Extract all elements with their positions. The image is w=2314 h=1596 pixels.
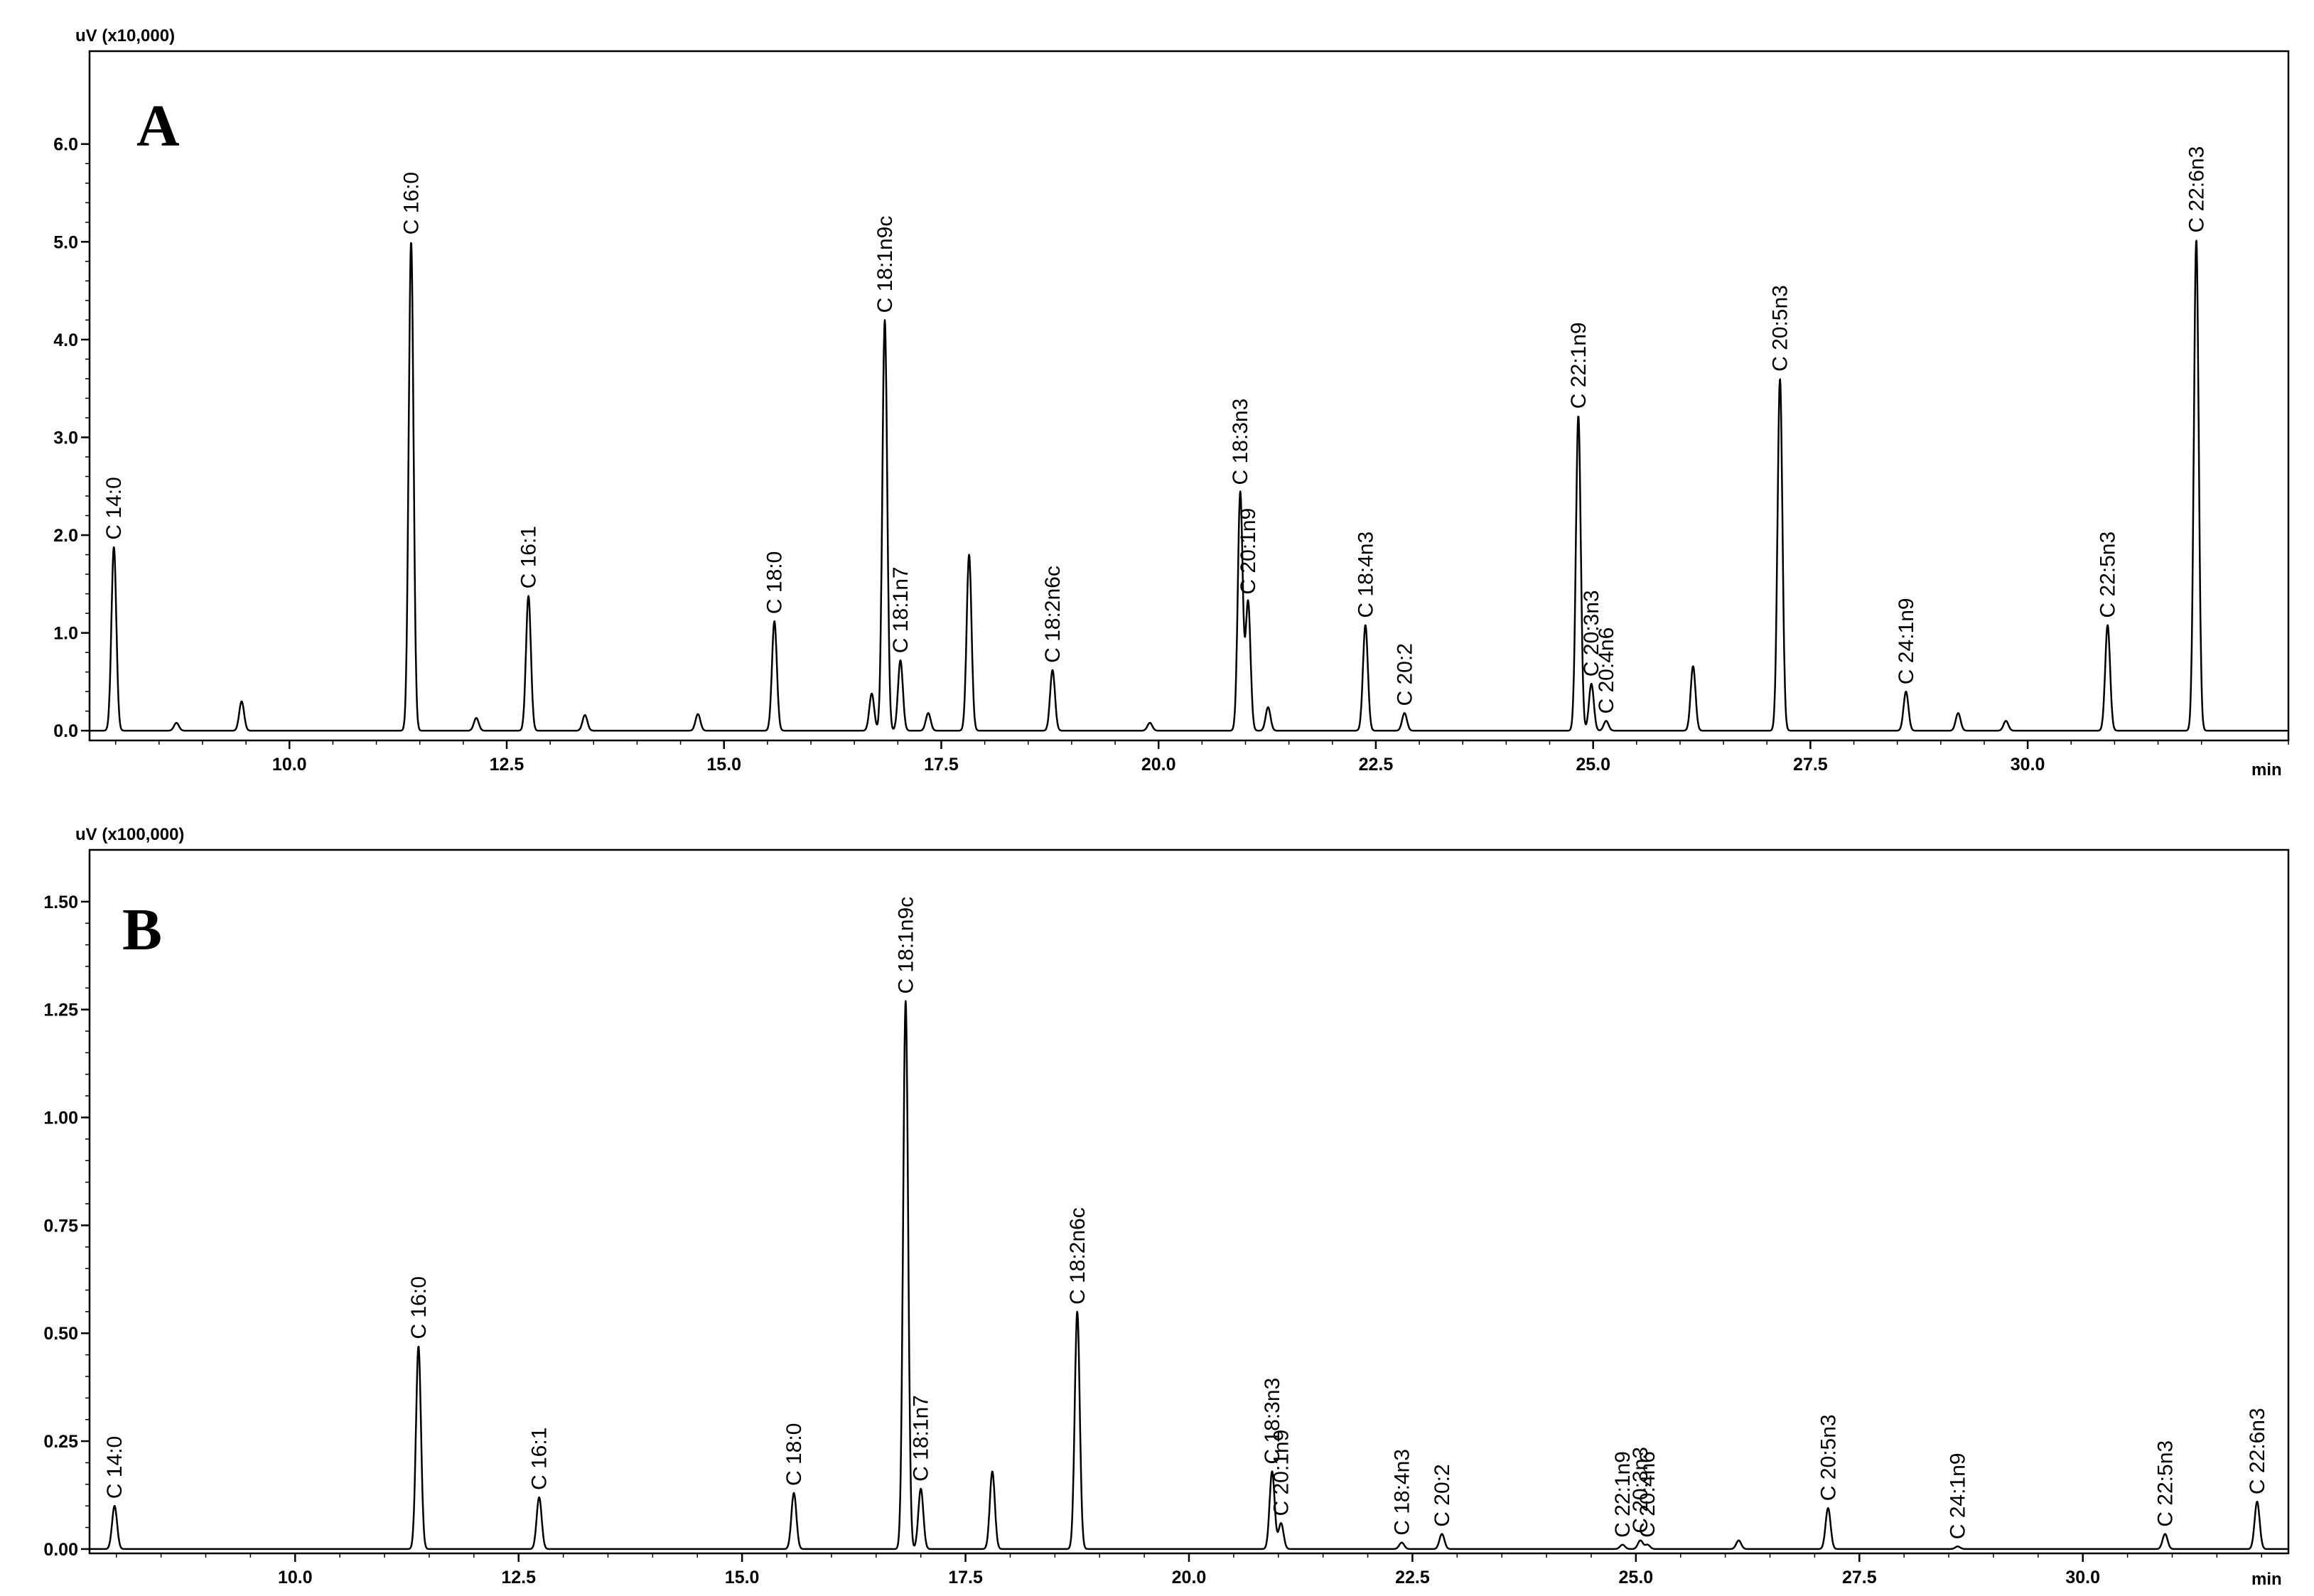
y-tick-label: 2.0 (53, 526, 78, 546)
peak-label: C 18:1n9c (873, 216, 897, 313)
peak-label: C 18:0 (782, 1423, 806, 1486)
peak-label: C 18:4n3 (1390, 1449, 1414, 1536)
x-tick-label: 22.5 (1395, 1568, 1430, 1587)
plot-frame-a (88, 50, 2290, 742)
panel-a: uV (x10,000) min A 0.0 1.0 2.0 3.0 4.0 5.0 6.0… (53, 26, 2290, 780)
y-tick-label: 0.75 (43, 1216, 78, 1236)
x-tick-label: 15.0 (725, 1568, 760, 1587)
y-unit-label-a: uV (x10,000) (75, 26, 175, 45)
peak-label: C 16:1 (528, 1428, 551, 1490)
peak-label: C 18:2n6c (1041, 566, 1065, 663)
x-axis-ticks-b: 10.0 12.5 15.0 17.5 20.0 22.5 25.0 27.5 30.0 (115, 1553, 2263, 1587)
peak-label: C 20:5n3 (1817, 1414, 1840, 1501)
y-tick-label: 0.0 (53, 721, 78, 741)
x-tick-label: 25.0 (1576, 755, 1610, 775)
x-tick-label: 17.5 (924, 755, 959, 775)
y-tick-label: 5.0 (53, 232, 78, 252)
panel-letter-a: A (136, 93, 180, 159)
y-unit-label-b: uV (x100,000) (75, 825, 184, 844)
peak-label: C 24:1n9 (1947, 1453, 1970, 1540)
x-tick-label: 27.5 (1842, 1568, 1877, 1587)
chromatogram-trace-b (89, 1000, 2289, 1551)
y-tick-label: 0.25 (43, 1432, 78, 1452)
y-tick-label: 3.0 (53, 428, 78, 448)
x-unit-label-a: min (2251, 760, 2282, 780)
panel-b: uV (x100,000) min B 0.00 0.25 0.50 0.75 1.00… (43, 825, 2290, 1589)
x-tick-label: 25.0 (1619, 1568, 1654, 1587)
peak-labels-b: C 14:0 C 16:0 C 16:1 C 18:0 C 18:1n9c C 18:1n… (103, 897, 2269, 1539)
x-tick-label: 30.0 (2065, 1568, 2100, 1587)
y-axis-ticks-b: 0.00 0.25 0.50 0.75 1.00 1.25 1.50 (43, 893, 90, 1560)
y-tick-label: 1.25 (43, 1001, 78, 1020)
x-tick-label: 27.5 (1793, 755, 1828, 775)
x-tick-label: 30.0 (2011, 755, 2045, 775)
x-tick-label: 15.0 (706, 755, 741, 775)
peak-label: C 18:3n3 (1229, 399, 1252, 485)
chromatogram-trace-a (89, 239, 2289, 732)
peak-label: C 18:2n6c (1066, 1207, 1089, 1305)
peak-label: C 18:4n3 (1354, 532, 1377, 618)
x-axis-ticks-a: 10.0 12.5 15.0 17.5 20.0 22.5 25.0 27.5 30.0 (114, 740, 2289, 775)
x-tick-label: 22.5 (1359, 755, 1394, 775)
x-tick-label: 20.0 (1141, 755, 1176, 775)
peak-label: C 20:2 (1393, 643, 1416, 706)
peak-label: C 20:4n6 (1636, 1451, 1659, 1538)
y-tick-label: 0.50 (43, 1324, 78, 1344)
peak-label: C 22:5n3 (2153, 1440, 2177, 1527)
peak-label: C 20:4n6 (1595, 627, 1618, 714)
y-tick-label: 0.00 (43, 1540, 78, 1560)
y-axis-ticks-a: 0.0 1.0 2.0 3.0 4.0 5.0 6.0 (53, 135, 90, 741)
panel-letter-b: B (122, 897, 162, 963)
peak-label: C 16:1 (517, 526, 541, 588)
x-unit-label-b: min (2251, 1570, 2282, 1589)
peak-label: C 16:0 (400, 172, 424, 234)
peak-label: C 16:0 (407, 1276, 431, 1339)
peak-label: C 20:2 (1431, 1464, 1454, 1526)
y-tick-label: 1.0 (53, 624, 78, 644)
peak-label: C 22:6n3 (2185, 146, 2208, 233)
x-tick-label: 17.5 (948, 1568, 983, 1587)
peak-label: C 14:0 (102, 477, 126, 539)
peak-label: C 24:1n9 (1895, 598, 1918, 684)
peak-label: C 22:1n9 (1567, 322, 1591, 409)
peak-labels-a: C 14:0 C 16:0 C 16:1 C 18:0 C 18:1n9c C 18:1n… (102, 146, 2208, 714)
peak-label: C 22:1n9 (1611, 1451, 1635, 1538)
peak-label: C 22:5n3 (2097, 532, 2120, 618)
peak-label: C 22:6n3 (2246, 1408, 2269, 1494)
x-tick-label: 10.0 (278, 1568, 313, 1587)
peak-label: C 20:1n9 (1270, 1430, 1293, 1516)
peak-label: C 18:0 (763, 551, 787, 614)
y-tick-label: 1.50 (43, 893, 78, 912)
y-tick-label: 1.00 (43, 1109, 78, 1128)
x-tick-label: 20.0 (1172, 1568, 1207, 1587)
y-tick-label: 6.0 (53, 135, 78, 155)
x-tick-label: 12.5 (501, 1568, 536, 1587)
peak-label: C 20:3n3 (1629, 1447, 1652, 1533)
y-tick-label: 4.0 (53, 330, 78, 350)
peak-label: C 20:3n3 (1580, 590, 1603, 676)
x-tick-label: 10.0 (272, 755, 307, 775)
x-tick-label: 12.5 (490, 755, 524, 775)
peak-label: C 18:1n7 (910, 1395, 933, 1482)
peak-label: C 18:1n9c (894, 897, 917, 994)
peak-label: C 18:3n3 (1261, 1378, 1284, 1465)
peak-label: C 14:0 (103, 1436, 127, 1499)
peak-label: C 18:1n7 (889, 566, 913, 653)
peak-label: C 20:5n3 (1769, 285, 1792, 372)
peak-label: C 20:1n9 (1237, 508, 1260, 595)
